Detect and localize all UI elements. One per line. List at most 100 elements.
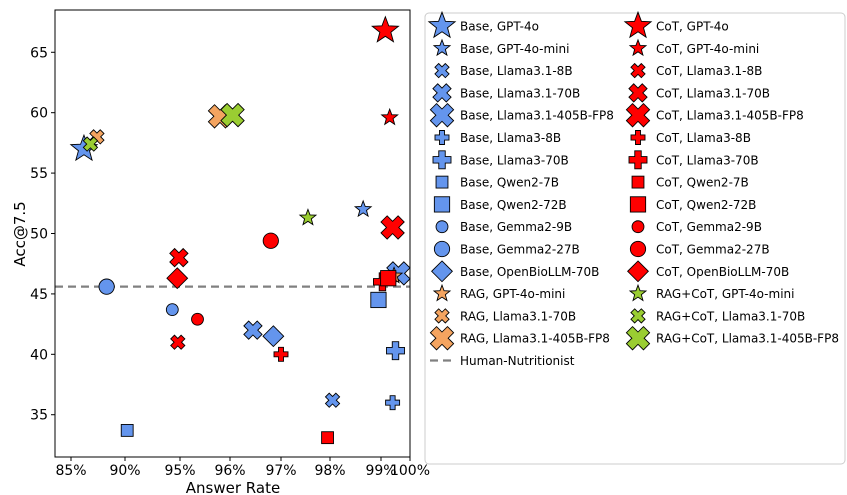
legend-label: CoT, Qwen2-7B	[656, 176, 749, 190]
point-cot-qwen2-72b	[380, 270, 397, 287]
point-cot-llama3-1-8b	[170, 334, 186, 350]
point-cot-llama3-1-405b-fp8	[380, 215, 405, 240]
x-tick-label: 99%	[365, 463, 396, 479]
legend-marker	[434, 308, 450, 324]
legend-marker	[434, 62, 450, 79]
plot-frame	[54, 9, 411, 458]
x-axis-label: Answer Rate	[186, 479, 280, 495]
point-cot-llama3-1-70b	[169, 247, 189, 268]
x-tick-label: 100%	[390, 463, 430, 479]
legend-marker	[630, 130, 646, 145]
legend-marker	[435, 175, 449, 189]
legend-label: CoT, Gemma2-9B	[656, 220, 762, 234]
point-base-gpt-4o-mini	[353, 199, 373, 218]
legend-marker	[628, 38, 648, 57]
legend-label: Base, OpenBioLLM-70B	[460, 265, 599, 279]
point-base-openbiollm-70b	[262, 325, 285, 348]
point-rag-cot-gpt-4o-mini	[298, 208, 318, 226]
legend-label: RAG+CoT, GPT-4o-mini	[656, 287, 794, 301]
legend-label: CoT, Llama3.1-405B-FP8	[656, 109, 804, 123]
y-tick-label: 60	[30, 106, 48, 122]
legend-label: CoT, GPT-4o	[656, 20, 729, 34]
point-base-llama3-8b	[385, 395, 401, 411]
legend: Base, GPT-4o Base, GPT-4o-mini Base, Llama…	[424, 10, 846, 465]
point-cot-gemma2-9b	[191, 312, 204, 326]
x-tick-label: 96%	[214, 463, 245, 479]
y-axis-label: Acc@7.5	[11, 201, 29, 266]
legend-label: CoT, Llama3.1-70B	[656, 86, 770, 100]
axes: 85% 90% 95% 96% 97% 98% 99%100% 35 40 45 50 55 60 65	[30, 9, 430, 479]
legend-label: Base, Llama3.1-405B-FP8	[460, 109, 614, 123]
legend-marker	[433, 196, 451, 213]
legend-marker	[627, 260, 649, 283]
legend-label: CoT, Llama3-8B	[656, 131, 751, 145]
point-rag-cot-llama3-1-405b-fp8	[220, 102, 245, 128]
legend-label: Base, Gemma2-9B	[460, 220, 572, 234]
legend-label: RAG+CoT, Llama3.1-405B-FP8	[656, 332, 839, 346]
legend-marker	[432, 150, 452, 170]
legend-label: Base, Llama3-8B	[460, 131, 561, 145]
legend-marker	[628, 83, 648, 103]
point-base-llama3-1-70b	[243, 320, 263, 340]
legend-marker	[429, 325, 455, 351]
legend-marker	[631, 220, 645, 234]
x-tick-label: 85%	[55, 463, 86, 479]
point-base-qwen2-72b	[370, 291, 387, 309]
legend-label: Base, Qwen2-72B	[460, 198, 567, 212]
legend-label: CoT, Qwen2-72B	[656, 198, 756, 212]
y-tick-label: 35	[30, 408, 48, 424]
point-base-gemma2-27b	[98, 278, 115, 295]
legend-marker	[623, 10, 653, 39]
legend-marker	[432, 83, 452, 103]
x-tick-label: 98%	[314, 463, 345, 479]
legend-label: Human-Nutritionist	[460, 354, 575, 368]
y-tick-label: 50	[30, 227, 48, 243]
legend-label: CoT, Gemma2-27B	[656, 243, 770, 257]
point-cot-llama3-8b	[273, 346, 289, 362]
legend-marker	[625, 102, 651, 128]
legend-marker	[431, 260, 453, 283]
legend-label: Base, Qwen2-7B	[460, 176, 559, 190]
legend-marker	[631, 175, 645, 189]
point-cot-qwen2-7b	[321, 431, 334, 445]
legend-label: Base, Llama3.1-70B	[460, 86, 580, 100]
legend-marker	[629, 240, 647, 258]
legend-marker	[630, 62, 646, 79]
point-cot-gemma2-27b	[262, 232, 279, 249]
point-base-llama3-1-8b	[324, 392, 341, 408]
x-tick-label: 95%	[164, 463, 195, 479]
point-base-gemma2-9b	[165, 303, 179, 317]
y-tick-label: 55	[30, 166, 48, 182]
point-base-llama3-70b	[386, 341, 405, 361]
legend-marker	[433, 240, 451, 258]
x-tick-label: 97%	[265, 463, 296, 479]
legend-label: RAG, Llama3.1-70B	[460, 309, 576, 323]
legend-label: CoT, Llama3.1-8B	[656, 64, 762, 78]
legend-label: CoT, GPT-4o-mini	[656, 42, 759, 56]
legend-label: Base, GPT-4o	[460, 20, 539, 34]
legend-marker	[628, 150, 648, 170]
legend-marker	[429, 102, 455, 128]
x-tick-label: 90%	[109, 463, 140, 479]
legend-label: RAG, GPT-4o-mini	[460, 287, 565, 301]
legend-marker	[628, 283, 648, 302]
point-cot-gpt-4o	[371, 15, 400, 43]
legend-marker	[432, 283, 452, 302]
point-cot-openbiollm-70b	[166, 267, 189, 290]
legend-label: Base, Llama3.1-8B	[460, 64, 573, 78]
legend-label: CoT, Llama3-70B	[656, 153, 759, 167]
legend-marker	[432, 38, 452, 57]
legend-marker	[625, 325, 651, 351]
y-tick-label: 45	[30, 287, 48, 303]
legend-box	[424, 12, 846, 465]
legend-marker	[427, 10, 457, 39]
point-base-qwen2-7b	[120, 424, 134, 437]
legend-label: Base, GPT-4o-mini	[460, 42, 569, 56]
y-tick-label: 40	[30, 347, 48, 363]
plot-area	[55, 15, 411, 445]
legend-marker	[629, 196, 647, 213]
legend-marker	[630, 308, 646, 324]
y-tick-label: 65	[30, 45, 48, 61]
legend-label: Base, Gemma2-27B	[460, 243, 580, 257]
